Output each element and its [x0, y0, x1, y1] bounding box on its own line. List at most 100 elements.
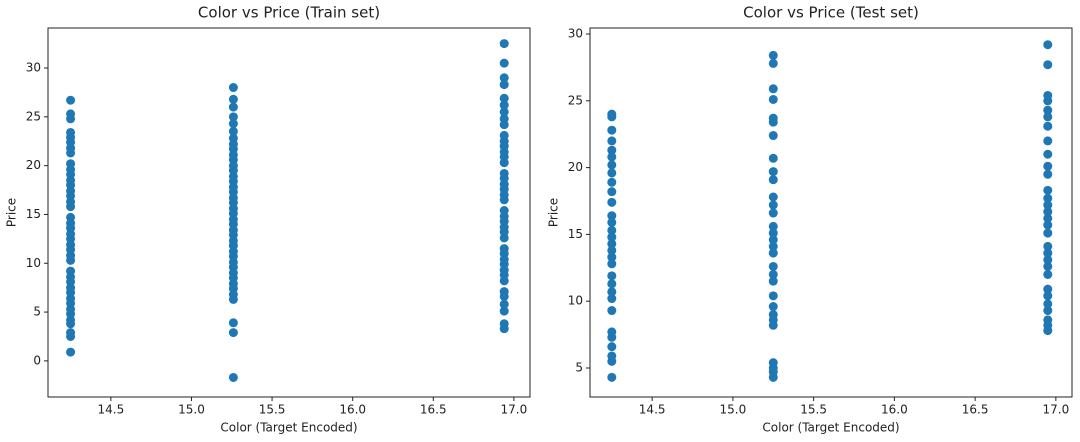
- x-tick-label: 16.0: [881, 403, 908, 417]
- point: [66, 95, 76, 105]
- point: [1043, 220, 1053, 230]
- point: [1043, 60, 1053, 70]
- point: [499, 93, 509, 103]
- point: [768, 302, 778, 312]
- x-tick-label: 15.5: [800, 403, 827, 417]
- point: [768, 358, 778, 368]
- point: [1043, 40, 1053, 50]
- point: [607, 136, 617, 146]
- point: [607, 279, 617, 289]
- point: [768, 58, 778, 68]
- point: [66, 212, 76, 222]
- point: [499, 306, 509, 316]
- chart-title: Color vs Price (Train set): [198, 4, 380, 22]
- point: [768, 276, 778, 286]
- point: [228, 133, 238, 143]
- point: [228, 328, 238, 338]
- point: [768, 310, 778, 320]
- point: [499, 80, 509, 90]
- point: [607, 327, 617, 337]
- point: [607, 252, 617, 262]
- point: [607, 152, 617, 162]
- point: [607, 187, 617, 197]
- point: [228, 119, 238, 129]
- point: [499, 39, 509, 49]
- point: [1043, 315, 1053, 325]
- point: [607, 271, 617, 281]
- point: [607, 232, 617, 242]
- y-tick-label: 30: [26, 61, 41, 75]
- y-tick-label: 15: [26, 207, 41, 221]
- point: [607, 160, 617, 170]
- point: [499, 130, 509, 140]
- y-tick-label: 20: [568, 160, 583, 174]
- y-tick-label: 5: [575, 361, 583, 375]
- x-tick-label: 15.0: [178, 403, 205, 417]
- point: [768, 192, 778, 202]
- point: [607, 294, 617, 304]
- point: [66, 347, 76, 357]
- point: [66, 127, 76, 137]
- point: [1043, 291, 1053, 301]
- point: [607, 225, 617, 235]
- point: [607, 306, 617, 316]
- point: [499, 206, 509, 216]
- point: [768, 235, 778, 245]
- y-tick-label: 30: [568, 27, 583, 41]
- axes-frame: [47, 27, 531, 398]
- x-tick-label: 14.5: [98, 403, 125, 417]
- point: [1043, 261, 1053, 271]
- point: [607, 168, 617, 178]
- y-tick-label: 5: [33, 305, 41, 319]
- point: [607, 259, 617, 269]
- point: [228, 102, 238, 112]
- point: [768, 221, 778, 231]
- point: [768, 241, 778, 251]
- point: [499, 287, 509, 297]
- point: [1043, 299, 1053, 309]
- point: [768, 153, 778, 163]
- point: [499, 244, 509, 254]
- point: [607, 145, 617, 155]
- point: [499, 168, 509, 178]
- point: [1043, 169, 1053, 179]
- point: [228, 126, 238, 136]
- x-axis-label: Color (Target Encoded): [220, 421, 357, 435]
- point: [1043, 248, 1053, 258]
- point: [1043, 228, 1053, 238]
- y-tick-label: 25: [26, 109, 41, 123]
- point: [607, 372, 617, 382]
- point: [607, 342, 617, 352]
- point: [607, 211, 617, 221]
- point: [228, 112, 238, 122]
- point: [499, 107, 509, 117]
- point: [768, 50, 778, 60]
- x-tick-label: 15.5: [259, 403, 286, 417]
- point: [1043, 105, 1053, 115]
- y-tick-label: 25: [568, 93, 583, 107]
- point: [1043, 161, 1053, 171]
- point: [1043, 149, 1053, 159]
- x-tick-label: 15.0: [720, 403, 747, 417]
- point: [499, 100, 509, 110]
- point: [499, 114, 509, 124]
- point: [499, 299, 509, 309]
- point: [1043, 269, 1053, 279]
- x-axis-label: Color (Target Encoded): [762, 421, 899, 435]
- point: [228, 83, 238, 93]
- point: [768, 200, 778, 210]
- point: [607, 125, 617, 135]
- point: [768, 269, 778, 279]
- x-tick-label: 17.0: [1042, 403, 1069, 417]
- axes-frame: [589, 27, 1073, 398]
- point: [607, 287, 617, 297]
- point: [1043, 284, 1053, 294]
- point: [768, 291, 778, 301]
- point: [768, 94, 778, 104]
- point: [607, 245, 617, 255]
- y-tick-label: 15: [568, 227, 583, 241]
- point: [228, 372, 238, 382]
- point: [768, 167, 778, 177]
- y-tick-label: 10: [568, 294, 583, 308]
- point: [228, 94, 238, 104]
